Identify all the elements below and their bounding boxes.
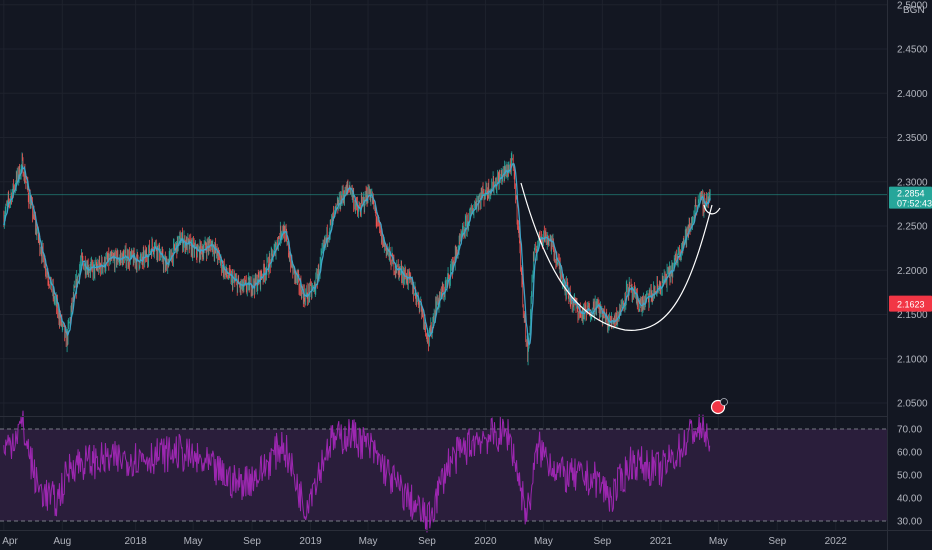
moving-average-line — [3, 162, 711, 347]
y-tick-label: 2.4000 — [897, 89, 928, 100]
x-tick-label: Sep — [593, 536, 611, 547]
rsi-tick-label: 50.00 — [897, 471, 922, 482]
time-axis[interactable]: Apr Aug 2018 May Sep 2019 May Sep 2020 May Sep 2021… — [2, 536, 847, 547]
x-tick-label: 2019 — [299, 536, 322, 547]
y-tick-label: 2.5000 — [897, 0, 928, 11]
moving-average-series — [3, 162, 711, 347]
price-axis[interactable]: 2.5000 2.4500 2.4000 2.3500 2.3000 2.2500 2.20… — [897, 0, 928, 409]
rsi-panel[interactable] — [0, 410, 887, 533]
alert-price-tag — [889, 295, 932, 312]
last-price-value: 2.2854 — [897, 189, 925, 199]
x-tick-label: Sep — [418, 536, 436, 547]
x-tick-label: Apr — [2, 536, 18, 547]
countdown-value: 07:52:43 — [897, 199, 932, 209]
x-tick-label: May — [709, 536, 728, 547]
x-tick-label: May — [184, 536, 203, 547]
event-count-icon — [720, 398, 728, 406]
x-tick-label: 2022 — [825, 536, 848, 547]
drawing-overlay[interactable] — [0, 182, 887, 415]
rsi-tick-label: 40.00 — [897, 494, 922, 505]
x-tick-label: 2018 — [124, 536, 147, 547]
x-tick-label: May — [534, 536, 553, 547]
rsi-tick-label: 60.00 — [897, 448, 922, 459]
event-marker[interactable] — [710, 398, 728, 415]
rsi-tick-label: 30.00 — [897, 517, 922, 528]
cup-pattern-curve[interactable] — [520, 182, 713, 331]
y-tick-label: 2.3500 — [897, 133, 928, 144]
y-tick-label: 2.1000 — [897, 354, 928, 365]
rsi-tick-label: 70.00 — [897, 425, 922, 436]
x-tick-label: May — [359, 536, 378, 547]
x-tick-label: 2021 — [650, 536, 673, 547]
y-tick-label: 2.4500 — [897, 45, 928, 56]
rsi-line — [3, 410, 711, 533]
currency-label: BGN — [903, 5, 925, 16]
y-tick-label: 2.2000 — [897, 266, 928, 277]
last-price-tag — [889, 186, 932, 209]
y-tick-label: 2.2500 — [897, 222, 928, 233]
x-tick-label: 2020 — [474, 536, 497, 547]
alert-price-value: 2.1623 — [897, 300, 925, 310]
y-tick-label: 2.1500 — [897, 310, 928, 321]
y-tick-label: 2.0500 — [897, 399, 928, 410]
handle-pattern-curve[interactable] — [703, 204, 721, 215]
x-tick-label: Sep — [768, 536, 786, 547]
rsi-band-fill — [0, 429, 887, 521]
y-tick-label: 2.3000 — [897, 177, 928, 188]
rsi-axis[interactable]: 70.00 60.00 50.00 40.00 30.00 — [897, 425, 922, 528]
x-tick-label: Sep — [243, 536, 261, 547]
x-tick-label: Aug — [53, 536, 71, 547]
